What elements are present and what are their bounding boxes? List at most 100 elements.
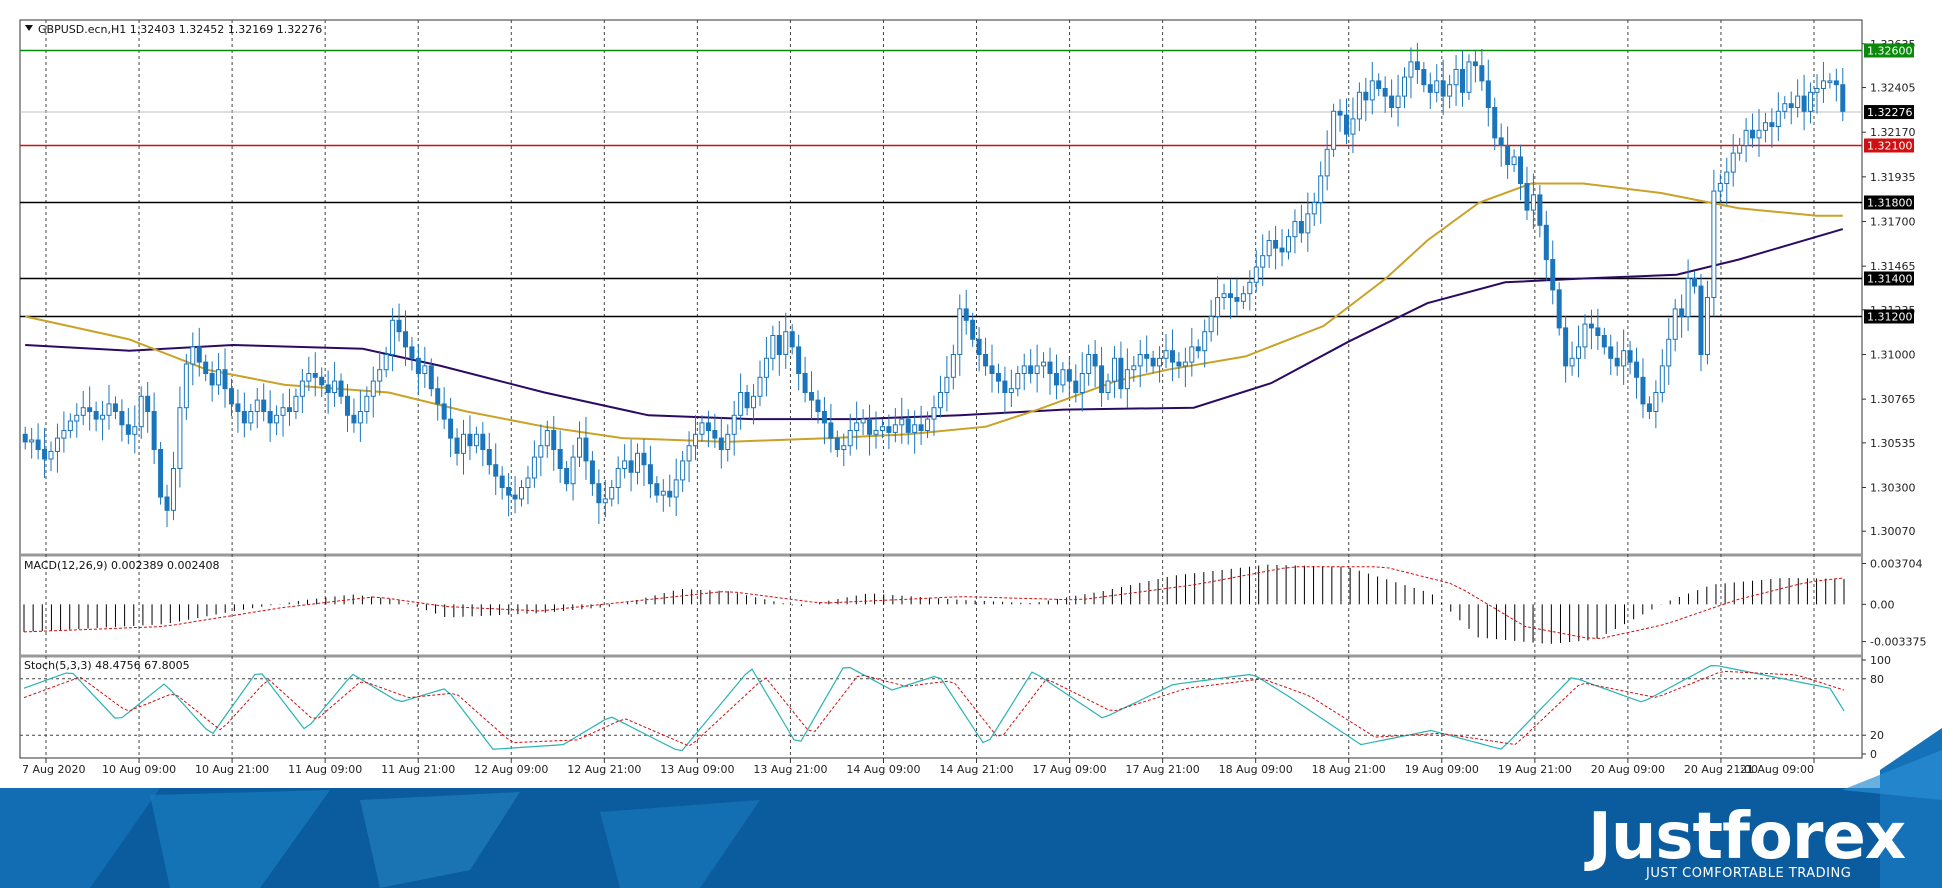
bull-candle	[1814, 88, 1820, 93]
bull-candle	[615, 468, 621, 488]
bear-candle	[1343, 114, 1349, 135]
bull-candle	[912, 424, 918, 433]
bull-candle	[67, 420, 73, 431]
bear-candle	[712, 430, 718, 439]
brand-shape	[0, 788, 160, 888]
bull-candle	[48, 450, 54, 460]
bear-candle	[209, 373, 215, 386]
bear-candle	[1595, 327, 1601, 336]
time-label: 19 Aug 09:00	[1405, 763, 1479, 776]
time-label: 11 Aug 09:00	[288, 763, 362, 776]
bull-candle	[1311, 202, 1317, 215]
bear-candle	[1769, 122, 1775, 127]
price-label: 1.32170	[1870, 126, 1916, 139]
bull-candle	[1105, 380, 1111, 394]
bull-candle	[1808, 91, 1814, 112]
bear-candle	[1337, 110, 1343, 116]
bear-candle	[1498, 137, 1504, 146]
stochastic-indicator	[20, 664, 1862, 752]
bull-candle	[525, 477, 531, 488]
bull-candle	[925, 418, 931, 432]
bear-candle	[886, 426, 892, 433]
macd-signal-line	[23, 566, 1845, 639]
price-label: 1.31700	[1870, 216, 1916, 229]
bull-candle	[190, 346, 196, 365]
bull-candle	[1215, 297, 1221, 317]
bull-candle	[1795, 95, 1801, 108]
bull-candle	[602, 498, 608, 504]
brand-shape	[360, 792, 520, 888]
bull-candle	[738, 392, 744, 416]
bear-candle	[22, 433, 28, 443]
bull-candle	[248, 411, 254, 424]
bull-candle	[61, 430, 67, 439]
bull-candle	[577, 437, 583, 458]
bull-candle	[1653, 392, 1659, 412]
bear-candle	[918, 424, 924, 431]
time-label: 13 Aug 21:00	[753, 763, 827, 776]
bear-candle	[448, 418, 454, 439]
time-label: 18 Aug 21:00	[1312, 763, 1386, 776]
bull-candle	[731, 414, 737, 435]
bear-candle	[409, 346, 415, 359]
bull-candle	[357, 411, 363, 424]
bear-candle	[976, 338, 982, 355]
moving-average-fast-line	[24, 182, 1843, 443]
stoch-tick-label: 20	[1870, 729, 1884, 742]
bull-candle	[1530, 194, 1536, 211]
bear-candle	[821, 411, 827, 424]
price-label: 1.30765	[1870, 393, 1916, 406]
bear-candle	[1279, 247, 1285, 253]
current-price-tag-label: 1.32276	[1867, 106, 1913, 119]
bear-candle	[125, 424, 131, 435]
bear-candle	[1505, 145, 1511, 165]
bear-candle	[1099, 365, 1105, 393]
bear-candle	[995, 373, 1001, 382]
bull-candle	[390, 319, 396, 355]
bull-candle	[80, 407, 86, 416]
stoch-tick-label: 0	[1870, 748, 1877, 761]
time-label: 14 Aug 21:00	[939, 763, 1013, 776]
bear-candle	[905, 418, 911, 433]
brand-banner: Justforex JUST COMFORTABLE TRADING	[0, 728, 1942, 888]
bear-candle	[1543, 224, 1549, 261]
bull-candle	[950, 354, 956, 378]
bull-candle	[1131, 365, 1137, 371]
bear-candle	[1427, 84, 1433, 93]
bull-candle	[1111, 357, 1117, 382]
bull-candle	[1240, 293, 1246, 302]
bear-candle	[1176, 361, 1182, 367]
bear-candle	[1298, 221, 1304, 234]
grid-lines	[45, 20, 1815, 758]
price-label: 1.31465	[1870, 260, 1916, 273]
bear-candle	[564, 468, 570, 485]
bull-candle	[1305, 213, 1311, 234]
bull-candle	[860, 418, 866, 424]
bull-candle	[1756, 129, 1762, 139]
bear-candle	[1479, 65, 1485, 82]
bear-candle	[351, 414, 357, 424]
bull-candle	[422, 365, 428, 374]
bull-candle	[1466, 61, 1472, 93]
bear-candle	[235, 403, 241, 412]
bull-candle	[216, 369, 222, 386]
bear-candle	[809, 392, 815, 401]
bear-candle	[1421, 69, 1427, 86]
bull-candle	[957, 308, 963, 355]
bear-candle	[654, 483, 660, 496]
bear-candle	[1550, 259, 1556, 291]
bull-candle	[544, 430, 550, 447]
bear-candle	[1376, 80, 1382, 90]
bear-candle	[1118, 357, 1124, 390]
bull-candle	[570, 456, 576, 485]
bear-candle	[834, 437, 840, 451]
bull-candle	[1086, 354, 1092, 374]
bull-candle	[1408, 61, 1414, 78]
bull-candle	[1260, 255, 1266, 268]
level-tag	[1864, 195, 1914, 210]
bull-candle	[377, 369, 383, 382]
time-label: 12 Aug 21:00	[567, 763, 641, 776]
dropdown-triangle-icon[interactable]	[25, 25, 33, 31]
macd-tick-label: 0.00	[1870, 598, 1895, 611]
